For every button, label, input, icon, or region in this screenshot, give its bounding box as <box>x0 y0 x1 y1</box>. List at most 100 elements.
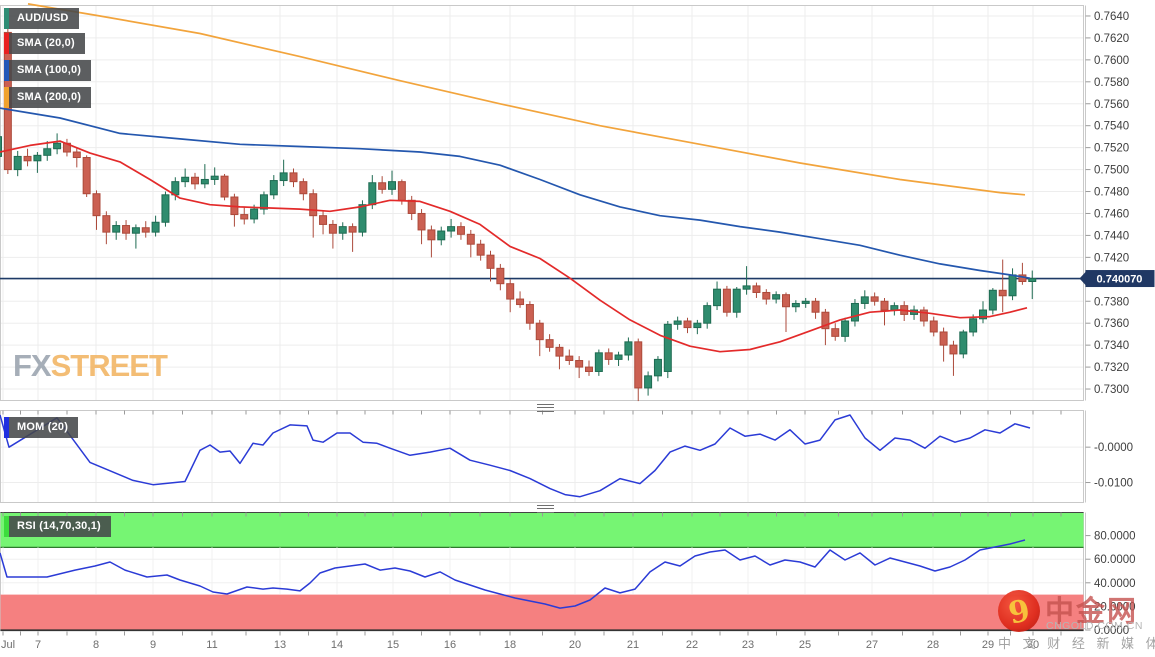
candle-body <box>82 157 91 195</box>
candle-body <box>1008 274 1017 297</box>
x-axis-label: 21 <box>627 639 639 651</box>
candle-body <box>693 322 702 329</box>
price-axis-label: 0.7620 <box>1094 33 1129 45</box>
last-price-badge-text: 0.740070 <box>1097 274 1143 286</box>
candle-body <box>72 151 81 159</box>
legend-label-rsi: RSI (14,70,30,1) <box>9 516 111 537</box>
candle-body <box>870 296 879 302</box>
rsi-line <box>0 539 1026 609</box>
legend-item-sma20[interactable]: SMA (20,0) <box>4 33 85 54</box>
x-axis-label: 18 <box>504 639 516 651</box>
candle-body <box>456 226 465 235</box>
candle-body <box>841 320 850 337</box>
candle-body <box>988 289 997 311</box>
candle-body <box>683 320 692 329</box>
candle-body <box>200 178 209 185</box>
price-axis-label: 0.7320 <box>1094 362 1129 374</box>
tick-marks <box>2 410 1062 636</box>
legend-item-rsi[interactable]: RSI (14,70,30,1) <box>4 516 111 537</box>
candle-body <box>92 193 101 217</box>
last-price-badge: 0.740070 <box>1079 270 1155 288</box>
x-axis-label: 20 <box>569 639 581 651</box>
candle-body <box>348 226 357 233</box>
candle-body <box>850 302 859 322</box>
price-axis-label: 0.7640 <box>1094 11 1129 23</box>
candle-body <box>53 142 62 150</box>
candle-body <box>112 225 121 233</box>
legend-swatch-rsi <box>4 516 9 537</box>
candle-body <box>407 199 416 214</box>
candle-body <box>309 193 318 217</box>
candle-body <box>368 182 377 206</box>
candle-body <box>33 154 42 162</box>
legend-label-mom: MOM (20) <box>9 417 79 438</box>
candle-body <box>801 300 810 304</box>
legend-item-audusd[interactable]: AUD/USD <box>4 8 79 29</box>
candle-body <box>535 322 544 341</box>
fxstreet-watermark-street: STREET <box>50 348 168 383</box>
x-axis-label: 14 <box>331 639 343 651</box>
candle-body <box>151 221 160 233</box>
candle-body <box>919 309 928 322</box>
candle-body <box>13 155 22 171</box>
candle-body <box>772 294 781 300</box>
mom-axis-label: -0.0000 <box>1094 442 1133 454</box>
price-axis-label: 0.7300 <box>1094 384 1129 396</box>
candle-body <box>663 323 672 372</box>
sma-line-2000 <box>27 3 1026 196</box>
legend-swatch-sma200 <box>4 87 9 108</box>
candle-body <box>831 328 840 337</box>
candle-body <box>939 331 948 346</box>
legend-item-sma100[interactable]: SMA (100,0) <box>4 60 92 81</box>
fxstreet-watermark: FXSTREET <box>13 348 168 383</box>
price-axis-label: 0.7340 <box>1094 340 1129 352</box>
legend-label-sma20: SMA (20,0) <box>9 33 85 54</box>
candle-body <box>486 254 495 269</box>
candle-body <box>506 283 515 300</box>
candle-body <box>269 180 278 196</box>
cngold-logo-icon: 9 <box>998 590 1040 632</box>
x-axis-label: 23 <box>742 639 754 651</box>
candle-body <box>959 331 968 355</box>
candle-body <box>752 285 761 293</box>
candle-body <box>102 215 111 233</box>
candle-body <box>447 226 456 232</box>
legend-label-audusd: AUD/USD <box>9 8 79 29</box>
x-axis-label: 13 <box>274 639 286 651</box>
candle-body <box>811 300 820 313</box>
mom-panel <box>0 410 1084 503</box>
candle-body <box>191 176 199 185</box>
x-axis-label: 28 <box>927 639 939 651</box>
candle-body <box>732 288 741 313</box>
rsi-axis-label: 0.0000 <box>1094 625 1129 637</box>
candle-body <box>722 288 731 313</box>
mom-panel-resize-handle[interactable] <box>537 404 554 412</box>
candle-body <box>585 366 593 372</box>
price-axis-label: 0.7420 <box>1094 252 1129 264</box>
candle-body <box>525 304 534 324</box>
rsi-panel-resize-handle[interactable] <box>537 505 554 513</box>
candle-body <box>555 346 564 357</box>
legend-item-mom[interactable]: MOM (20) <box>4 417 79 438</box>
candle-body <box>604 352 613 360</box>
rsi-axis-label: 80.0000 <box>1094 531 1136 543</box>
x-axis-label: 25 <box>799 639 811 651</box>
candle-body <box>141 227 150 233</box>
candle-body <box>122 225 131 234</box>
x-axis-label: 8 <box>93 639 99 651</box>
candle-body <box>319 215 328 225</box>
price-axis-label: 0.7460 <box>1094 208 1129 220</box>
mom-line <box>0 414 1031 498</box>
candle-body <box>328 223 337 234</box>
candle-body <box>417 212 426 231</box>
legend-item-sma200[interactable]: SMA (200,0) <box>4 87 92 108</box>
x-axis-label: 27 <box>866 639 878 651</box>
candle-body <box>969 318 978 333</box>
candle-body <box>673 320 682 325</box>
candle-body <box>338 226 347 234</box>
candle-body <box>210 175 219 180</box>
price-axis-label: 0.7440 <box>1094 230 1129 242</box>
candle-body <box>703 305 712 324</box>
price-axis-label: 0.7480 <box>1094 187 1129 199</box>
candle-body <box>565 355 574 362</box>
